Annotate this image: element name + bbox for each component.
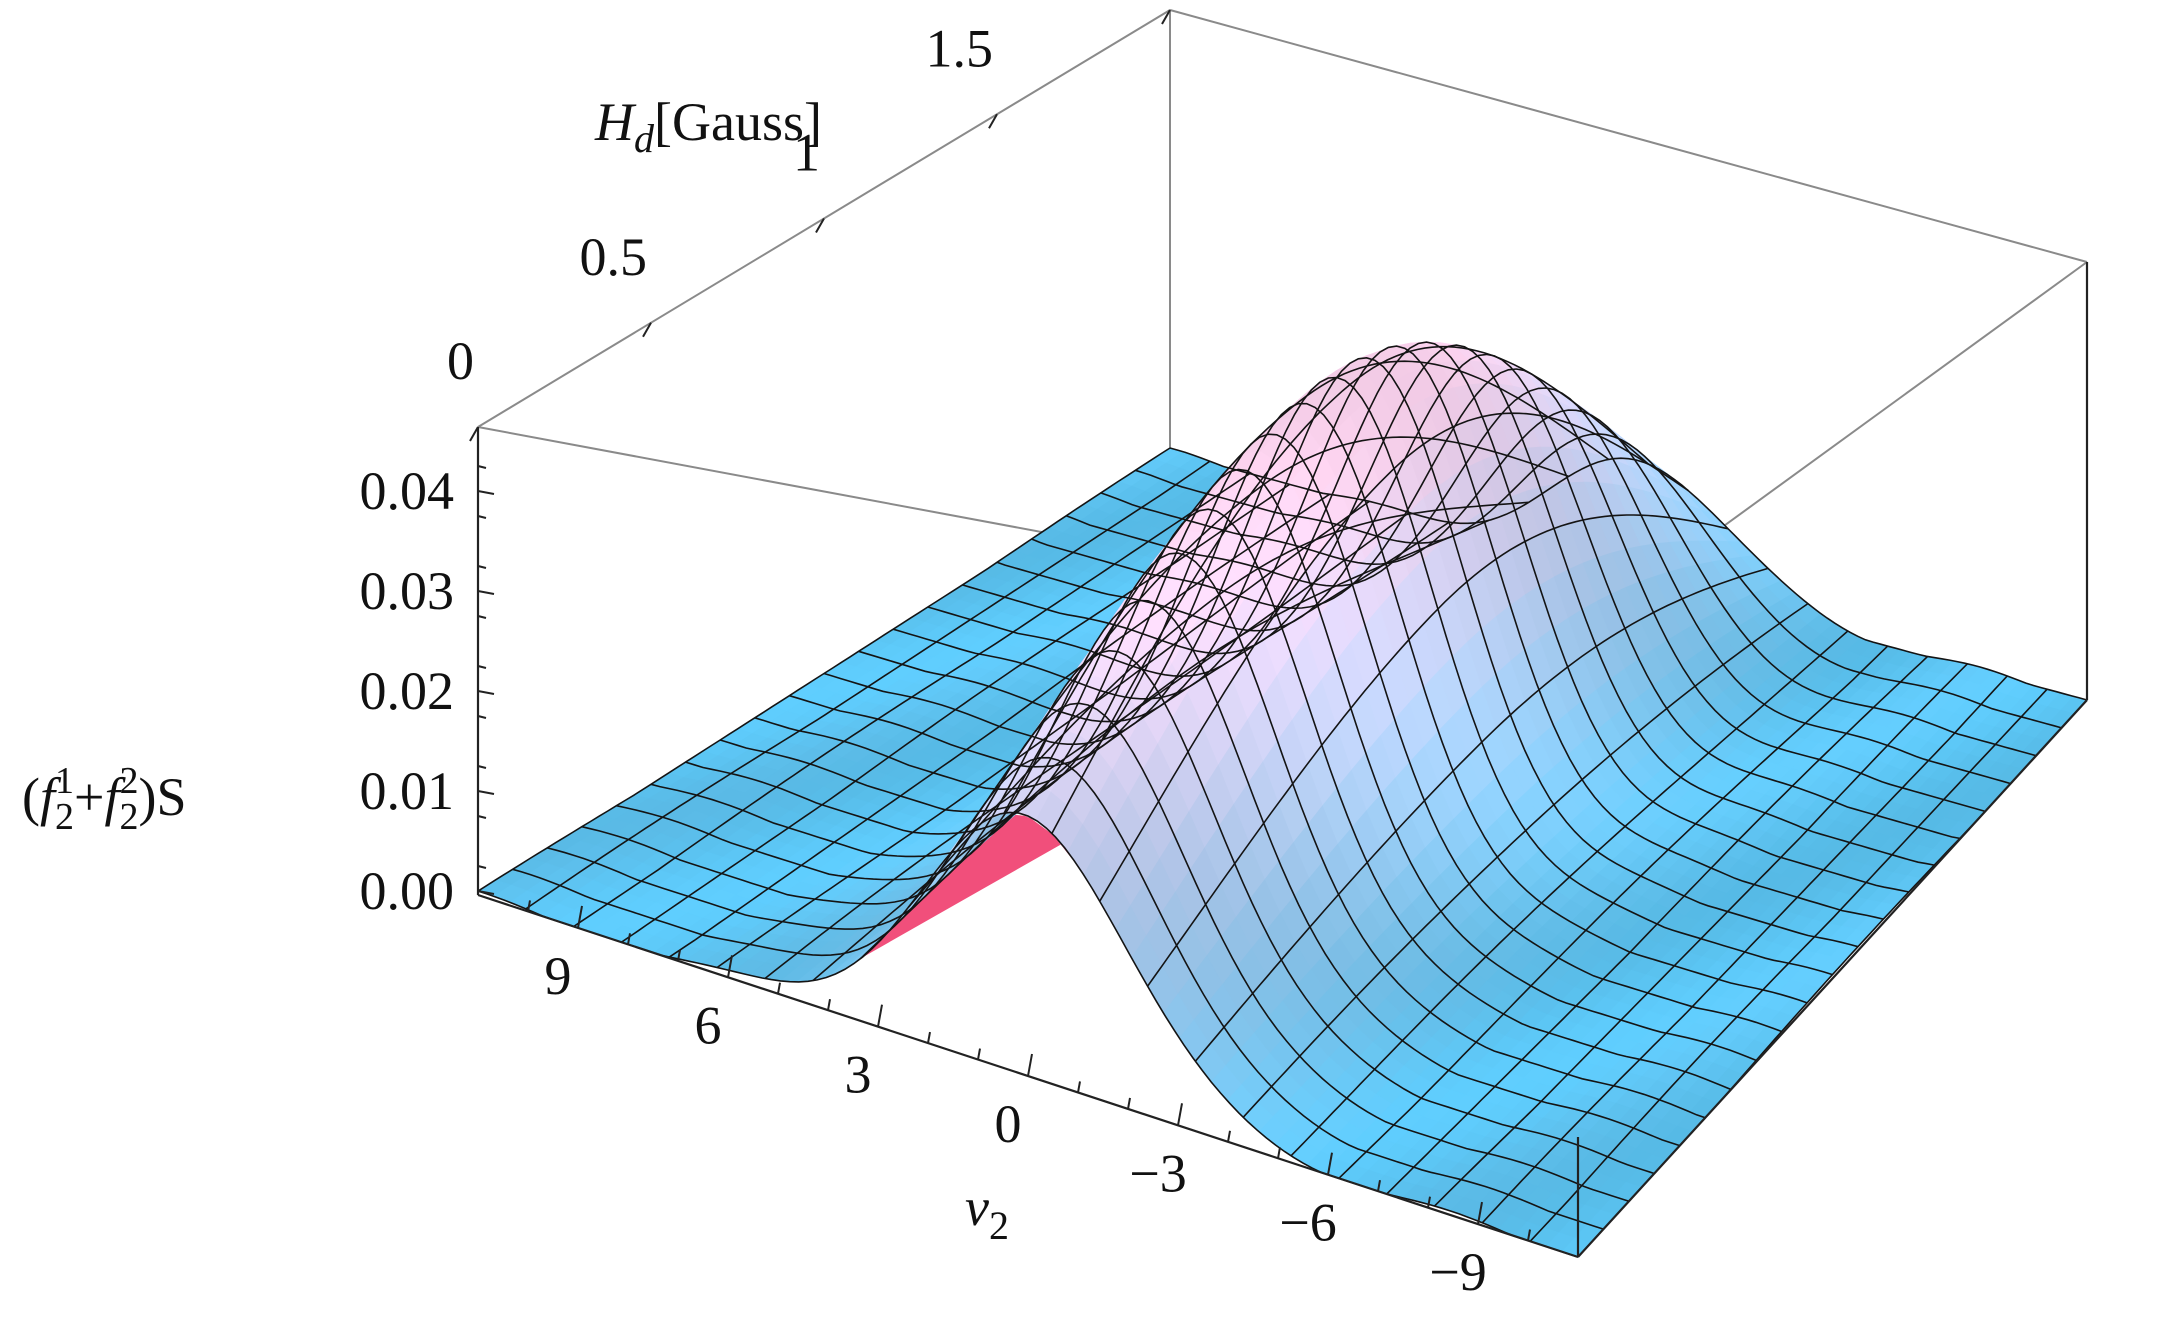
y-axis-title-unit: [Gauss] <box>654 92 822 152</box>
mesh-line-hd <box>789 402 1808 1004</box>
z-minor-tick <box>477 865 487 869</box>
x-minor-tick <box>1377 1180 1381 1192</box>
x-minor-tick <box>1227 1130 1231 1142</box>
x-axis-title-main: ν <box>965 1177 989 1237</box>
z-title-sup2: 2 <box>119 760 138 802</box>
y-tick-mark <box>642 322 652 338</box>
x-tick-mark <box>1027 1053 1033 1077</box>
x-minor-tick <box>1427 1196 1431 1208</box>
x-tick-label: 9 <box>545 946 572 1006</box>
z-title-open: ( <box>22 767 40 827</box>
x-tick-label: −6 <box>1279 1193 1336 1253</box>
z-tick-mark <box>477 590 495 595</box>
mesh-line-hd <box>1100 409 2037 757</box>
mesh-line-hd <box>1031 368 1986 813</box>
y-axis-title-main: H <box>594 92 637 152</box>
x-minor-tick <box>1127 1097 1131 1110</box>
x-minor-tick <box>1527 1229 1531 1241</box>
y-tick-label: 1.5 <box>926 18 994 78</box>
x-axis-title: ν2 <box>965 1177 1009 1248</box>
x-tick-label: −3 <box>1129 1143 1186 1203</box>
y-axis: 00.511.52 <box>447 9 1171 442</box>
mesh-line-hd <box>616 599 1681 1147</box>
z-tick-label: 0.00 <box>360 861 455 921</box>
x-tick-mark <box>577 905 583 929</box>
y-tick-label: 1 <box>793 123 820 183</box>
y-tick-mark <box>815 218 825 233</box>
box-edge-right-bottom <box>1577 699 2088 1258</box>
mesh-line-hd <box>1065 387 2011 785</box>
x-minor-tick <box>1277 1147 1281 1159</box>
z-tick-mark <box>477 790 495 795</box>
z-axis: 0.00 0.01 0.02 0.03 0.04 <box>360 427 495 921</box>
y-tick-mark <box>1161 9 1171 25</box>
x-axis-title-sub: 2 <box>989 1203 1009 1248</box>
z-title-sub1: 2 <box>55 796 74 838</box>
z-axis-title: (f1 2+f2 2)S <box>22 760 187 838</box>
y-tick-mark <box>469 426 479 442</box>
y-tick-mark <box>988 113 998 129</box>
mesh-line-hd <box>650 552 1706 1119</box>
y-tick-label: 0.5 <box>580 227 648 287</box>
x-tick-label: −9 <box>1429 1242 1486 1302</box>
z-minor-tick <box>477 665 487 669</box>
x-tick-mark <box>877 1004 883 1027</box>
x-tick-mark <box>1327 1152 1333 1175</box>
mesh-line-hd <box>927 341 1909 893</box>
x-minor-tick <box>777 982 781 994</box>
z-minor-tick <box>477 515 487 519</box>
z-tick-label: 0.03 <box>360 561 455 621</box>
x-tick-label: 6 <box>695 995 722 1055</box>
mesh-line-hd <box>823 376 1833 976</box>
mesh-line-hd <box>1169 447 2088 701</box>
z-minor-tick <box>477 465 487 469</box>
x-minor-tick <box>527 900 531 912</box>
x-tick-mark <box>727 955 733 978</box>
y-axis-title: Hd[Gauss] <box>594 92 822 161</box>
z-title-sup1: 1 <box>55 760 74 802</box>
mesh-line-hd <box>719 468 1757 1062</box>
x-minor-tick <box>1077 1081 1081 1093</box>
z-minor-tick <box>477 715 487 719</box>
mesh-line-hd <box>685 508 1732 1091</box>
surface-mesh <box>477 341 2088 1258</box>
x-minor-tick <box>977 1048 981 1060</box>
x-minor-tick <box>627 933 631 945</box>
z-minor-tick <box>477 765 487 769</box>
z-tick-label: 0.04 <box>360 461 455 521</box>
box-edge-top-back <box>1169 9 2088 263</box>
y-tick-label: 0 <box>447 331 474 391</box>
z-tick-label: 0.01 <box>360 761 455 821</box>
mesh-line-hd <box>996 353 1960 840</box>
mesh-line-hd <box>547 702 1630 1203</box>
x-minor-tick <box>827 999 831 1011</box>
mesh-line-hd <box>892 345 1884 920</box>
x-tick-label: 0 <box>995 1094 1022 1154</box>
x-tick-mark <box>1177 1103 1183 1126</box>
x-tick-mark <box>1477 1201 1483 1225</box>
z-minor-tick <box>477 815 487 819</box>
y-axis-title-sub: d <box>634 116 655 161</box>
mesh-line-hd <box>581 649 1655 1175</box>
mesh-line-hd <box>962 344 1935 866</box>
x-minor-tick <box>927 1031 931 1044</box>
z-tick-mark <box>477 890 495 895</box>
z-minor-tick <box>477 615 487 619</box>
x-axis: 9 6 3 0 −3 −6 −9 <box>527 900 1531 1302</box>
mesh-line-hd <box>512 756 1604 1230</box>
z-title-sub2: 2 <box>119 796 138 838</box>
z-tick-label: 0.02 <box>360 661 455 721</box>
z-tick-mark <box>477 690 495 695</box>
x-tick-label: 3 <box>845 1045 872 1105</box>
x-minor-tick <box>677 949 681 961</box>
z-title-close: )S <box>138 767 186 827</box>
z-minor-tick <box>477 565 487 569</box>
z-tick-mark <box>477 490 495 495</box>
mesh-line-hd <box>754 433 1782 1033</box>
mesh-line-hd <box>858 356 1859 948</box>
z-title-plus: + <box>74 767 104 827</box>
mesh-line-hd <box>1135 433 2062 729</box>
